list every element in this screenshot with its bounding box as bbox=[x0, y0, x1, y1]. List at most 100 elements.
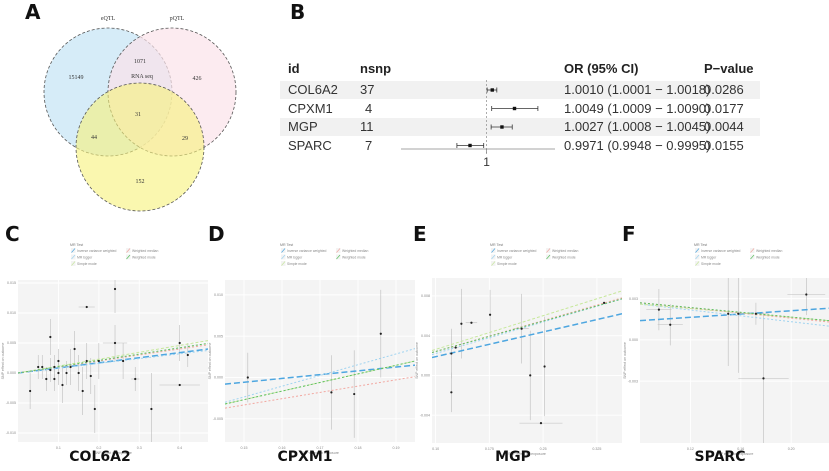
legend-swatch bbox=[126, 254, 131, 260]
y-tick-label: 0.015 bbox=[7, 281, 16, 285]
x-tick-label: 0.19 bbox=[393, 446, 400, 450]
legend-swatch bbox=[71, 261, 76, 266]
x-axis-label: SNP effect on exposure bbox=[508, 452, 546, 456]
legend-swatch bbox=[491, 254, 496, 260]
legend-label: Weighted median bbox=[342, 249, 368, 253]
data-point bbox=[454, 346, 457, 349]
x-tick-label: 0.15 bbox=[241, 446, 248, 450]
data-point bbox=[113, 341, 117, 345]
legend-title: MR Test bbox=[280, 243, 293, 247]
data-point bbox=[539, 422, 543, 425]
x-tick-label: 0.10 bbox=[432, 447, 439, 451]
data-point bbox=[41, 365, 44, 369]
legend-swatch bbox=[281, 254, 286, 260]
venn-count-eqtl-only: 15149 bbox=[69, 75, 84, 81]
legend-title: MR Test bbox=[490, 243, 503, 247]
y-tick-label: -0.005 bbox=[213, 417, 223, 421]
data-point bbox=[754, 312, 758, 315]
mr-line bbox=[432, 290, 622, 352]
legend: MR Test Inverse variance weighted MR Egger… bbox=[70, 243, 158, 266]
legend-label: Inverse variance weighted bbox=[701, 249, 741, 253]
legend-title: MR Test bbox=[70, 243, 83, 247]
y-tick-label: 0.000 bbox=[629, 338, 638, 342]
forest-id: CPXM1 bbox=[288, 100, 333, 116]
legend-label: Inverse variance weighted bbox=[77, 249, 117, 253]
legend-label: Weighted median bbox=[552, 249, 578, 253]
mr-line bbox=[18, 348, 208, 374]
venn-count-pqtl-only: 426 bbox=[193, 76, 202, 82]
x-tick-label: 0.16 bbox=[279, 446, 286, 450]
panel-letter-e: E bbox=[413, 222, 427, 246]
data-point bbox=[77, 371, 80, 375]
x-tick-label: 0.4 bbox=[177, 446, 182, 450]
legend-label: MR Egger bbox=[497, 256, 513, 260]
data-point bbox=[470, 321, 473, 324]
y-tick-label: 0.000 bbox=[214, 376, 223, 380]
forest-x-tick-label: 1 bbox=[483, 155, 490, 169]
y-axis-label: SNP effect on outcome bbox=[623, 342, 627, 379]
panel-letter-c: C bbox=[5, 222, 20, 246]
legend-swatch bbox=[546, 254, 551, 260]
y-tick-label: 0.003 bbox=[629, 297, 638, 301]
x-tick-label: 0.3 bbox=[137, 446, 142, 450]
venn-circle-rnaseq bbox=[75, 82, 205, 212]
data-point bbox=[657, 308, 660, 311]
legend-swatch bbox=[695, 261, 700, 266]
legend-swatch bbox=[126, 248, 131, 253]
panel-letter-a: A bbox=[25, 0, 41, 24]
forest-nsnp: 4 bbox=[365, 100, 373, 116]
x-tick-label: 0.175 bbox=[485, 447, 494, 451]
plot-background bbox=[432, 278, 622, 443]
gene-title-sparc: SPARC bbox=[694, 449, 746, 465]
legend-swatch bbox=[750, 254, 755, 260]
panel-letter-b: B bbox=[290, 0, 306, 24]
legend-label: Simple mode bbox=[287, 262, 307, 266]
plot-area bbox=[432, 288, 622, 425]
plot-area bbox=[225, 289, 415, 438]
mr-line bbox=[432, 298, 622, 354]
venn-count-all: 31 bbox=[135, 112, 141, 118]
mr-line bbox=[640, 303, 829, 322]
gene-title-cpxm1: CPXM1 bbox=[277, 449, 333, 465]
data-point bbox=[69, 365, 72, 369]
forest-or-ci: 1.0027 (1.0008 − 1.0045) bbox=[564, 119, 711, 134]
data-point bbox=[379, 332, 382, 335]
legend-swatch bbox=[491, 261, 496, 266]
legend-swatch bbox=[336, 248, 341, 253]
y-tick-label: 0.008 bbox=[421, 294, 430, 298]
forest-nsnp: 11 bbox=[360, 119, 374, 134]
data-point bbox=[669, 323, 672, 326]
scatter-plot-sparc: MR Test Inverse variance weighted MR Egger… bbox=[623, 243, 829, 456]
data-point bbox=[330, 391, 333, 394]
forest-or-ci: 1.0010 (1.0001 − 1.0018) bbox=[564, 82, 711, 97]
legend-label: Weighted mode bbox=[552, 256, 576, 260]
y-tick-label: 0.000 bbox=[7, 371, 16, 375]
legend-label: Simple mode bbox=[77, 262, 97, 266]
data-point bbox=[488, 313, 492, 316]
legend-label: Weighted mode bbox=[756, 256, 780, 260]
x-tick-label: 0.20 bbox=[788, 447, 795, 451]
legend-swatch bbox=[71, 254, 76, 260]
x-tick-label: 0.16 bbox=[737, 447, 744, 451]
legend-label: Weighted mode bbox=[132, 256, 156, 260]
legend-label: Simple mode bbox=[497, 262, 517, 266]
forest-axis: 1 bbox=[401, 80, 555, 169]
data-point bbox=[89, 374, 92, 378]
data-point bbox=[57, 371, 60, 375]
data-point bbox=[150, 407, 153, 411]
legend-swatch bbox=[281, 248, 286, 253]
data-point bbox=[45, 377, 48, 381]
forest-row-shade bbox=[560, 81, 760, 99]
data-point bbox=[450, 391, 453, 394]
legend-swatch bbox=[546, 248, 551, 253]
data-point bbox=[178, 341, 181, 345]
forest-nsnp: 37 bbox=[360, 82, 375, 97]
legend-swatch bbox=[695, 254, 700, 260]
forest-pvalue: 0.0155 bbox=[704, 137, 744, 153]
data-point bbox=[134, 377, 137, 381]
legend-label: Weighted median bbox=[756, 249, 782, 253]
legend: MR Test Inverse variance weighted MR Egger… bbox=[490, 243, 578, 266]
data-point bbox=[85, 359, 88, 363]
x-tick-label: 0.1 bbox=[56, 446, 61, 450]
data-point bbox=[460, 322, 463, 325]
